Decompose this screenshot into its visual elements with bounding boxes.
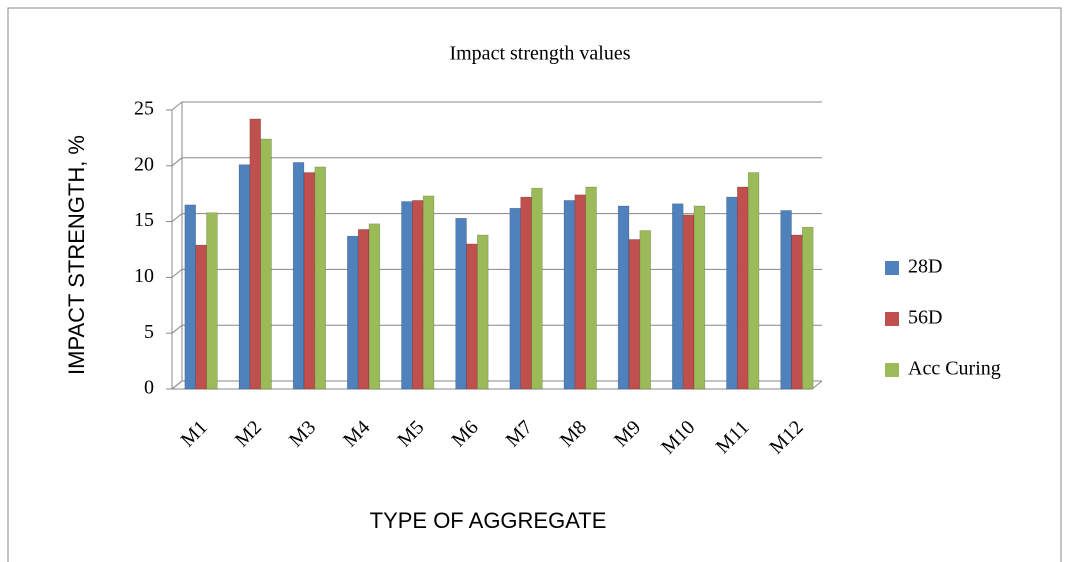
- y-tick-label: 10: [134, 265, 154, 287]
- legend-swatch: [885, 363, 899, 377]
- bar: [314, 166, 326, 390]
- bar: [617, 205, 630, 390]
- bar: [249, 118, 261, 390]
- bar: [238, 164, 251, 390]
- bar: [455, 217, 467, 390]
- grid-line: [171, 157, 822, 167]
- y-tick-label: 15: [134, 209, 154, 231]
- legend-label: 56D: [908, 307, 942, 329]
- bar: [737, 186, 749, 390]
- grid-line: [171, 324, 822, 334]
- bar: [206, 212, 218, 390]
- legend-label: Acc Curing: [908, 358, 1001, 380]
- bar: [368, 223, 381, 390]
- grid-line: [171, 380, 822, 390]
- grid-line: [171, 101, 822, 111]
- bar: [422, 195, 435, 390]
- legend-swatch: [885, 261, 899, 275]
- bar: [347, 235, 359, 390]
- bar: [303, 172, 316, 390]
- y-tick-label: 20: [134, 153, 154, 175]
- bar: [520, 196, 532, 390]
- bar: [563, 200, 576, 390]
- legend-label: 28D: [908, 256, 942, 278]
- bar: [780, 210, 792, 390]
- legend-swatch: [885, 312, 899, 326]
- bar: [585, 186, 597, 390]
- bar: [639, 230, 651, 390]
- bar: [466, 243, 478, 390]
- bar: [195, 244, 207, 390]
- grid-line: [171, 213, 822, 222]
- bar: [292, 162, 305, 390]
- y-tick-label: 0: [144, 377, 154, 399]
- bar: [628, 239, 641, 390]
- bar: [401, 201, 413, 390]
- y-axis-title: IMPACT STRENGTH, %: [64, 135, 89, 375]
- bar: [531, 187, 543, 390]
- bar: [184, 204, 196, 390]
- y-tick-label: 5: [144, 321, 154, 343]
- bar: [260, 138, 272, 390]
- bar: [574, 194, 586, 390]
- y-tick-label: 25: [134, 98, 154, 120]
- bar: [682, 214, 695, 390]
- bar: [693, 205, 706, 390]
- bar: [672, 203, 684, 390]
- bar: [747, 172, 760, 390]
- bar: [357, 229, 370, 390]
- bar: [791, 234, 803, 390]
- bar: [802, 226, 814, 390]
- bar: [412, 200, 424, 390]
- grid-line: [171, 268, 822, 278]
- bar: [509, 207, 521, 390]
- chart-title: Impact strength values: [449, 43, 630, 65]
- x-axis-title: TYPE OF AGGREGATE: [370, 508, 607, 533]
- bar: [477, 234, 489, 390]
- bar: [726, 196, 738, 390]
